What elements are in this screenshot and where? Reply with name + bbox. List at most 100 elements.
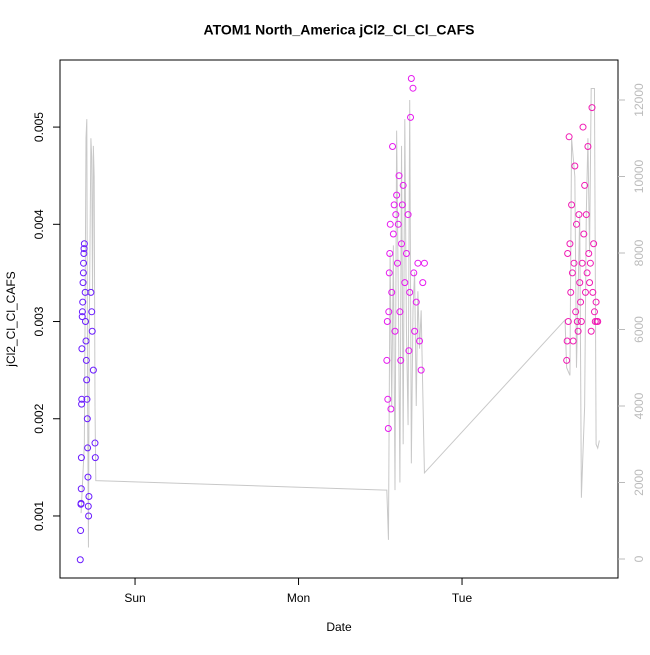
point <box>419 279 427 287</box>
point <box>581 181 589 189</box>
chart-title: ATOM1 North_America jCl2_Cl_Cl_CAFS <box>204 22 475 38</box>
point <box>398 240 406 248</box>
point <box>91 439 99 447</box>
point <box>78 400 86 408</box>
point <box>84 502 92 510</box>
y2-tick-label: 8000 <box>632 239 646 266</box>
y-tick-label: 0.001 <box>32 501 46 531</box>
point <box>589 288 597 296</box>
point <box>78 345 86 353</box>
point <box>83 376 91 384</box>
point <box>409 84 417 92</box>
x-tick-label: Mon <box>287 591 310 605</box>
point <box>583 269 591 277</box>
point <box>78 313 86 321</box>
point <box>580 230 588 238</box>
y-tick-label: 0.005 <box>32 112 46 142</box>
point <box>586 259 594 267</box>
y-tick-label: 0.004 <box>32 209 46 239</box>
point <box>91 454 99 462</box>
point <box>83 415 91 423</box>
point <box>565 133 573 141</box>
point <box>579 123 587 131</box>
point <box>79 279 87 287</box>
point <box>405 347 413 355</box>
y2-tick-label: 2000 <box>632 469 646 496</box>
point <box>567 288 575 296</box>
y2-tick-label: 10000 <box>632 159 646 193</box>
point <box>383 318 391 326</box>
x-axis-label: Date <box>326 620 352 634</box>
point <box>398 201 406 209</box>
point <box>88 308 96 316</box>
point <box>76 556 84 564</box>
point <box>388 288 396 296</box>
point <box>406 288 414 296</box>
point <box>82 356 90 364</box>
point <box>569 337 577 345</box>
line-series <box>80 88 600 548</box>
point <box>84 473 92 481</box>
point <box>585 249 593 257</box>
point <box>563 356 571 364</box>
point <box>82 337 90 345</box>
point <box>410 269 418 277</box>
point <box>399 181 407 189</box>
point <box>575 211 583 219</box>
point <box>586 279 594 287</box>
point <box>77 454 85 462</box>
point <box>590 240 598 248</box>
point <box>571 162 579 170</box>
point <box>85 493 93 501</box>
point <box>385 269 393 277</box>
point <box>386 249 394 257</box>
point <box>417 366 425 374</box>
point <box>393 259 401 267</box>
point <box>563 337 571 345</box>
y-tick-label: 0.002 <box>32 403 46 433</box>
point <box>77 499 85 507</box>
point <box>570 259 578 267</box>
point <box>79 269 87 277</box>
point <box>416 337 424 345</box>
point <box>85 512 93 520</box>
y-tick-label: 0.003 <box>32 306 46 336</box>
point <box>77 527 85 535</box>
point <box>574 327 582 335</box>
point <box>389 230 397 238</box>
point <box>404 211 412 219</box>
x-tick-label: Sun <box>124 591 145 605</box>
point <box>392 211 400 219</box>
point <box>564 249 572 257</box>
point <box>395 172 403 180</box>
point <box>78 395 86 403</box>
point <box>77 485 85 493</box>
point <box>590 308 598 316</box>
point <box>407 74 415 82</box>
y-axis-label: jCl2_Cl_Cl_CAFS <box>4 271 18 367</box>
point <box>394 220 402 228</box>
y2-tick-label: 0 <box>632 555 646 562</box>
point <box>420 259 428 267</box>
point <box>578 259 586 267</box>
point <box>393 191 401 199</box>
y2-tick-label: 12000 <box>632 83 646 117</box>
point <box>572 220 580 228</box>
point <box>582 211 590 219</box>
point <box>572 308 580 316</box>
point <box>396 308 404 316</box>
point <box>581 288 589 296</box>
point <box>573 318 581 326</box>
point <box>88 327 96 335</box>
point <box>594 318 602 326</box>
point <box>401 279 409 287</box>
point <box>568 201 576 209</box>
point <box>402 249 410 257</box>
point <box>84 444 92 452</box>
point <box>389 143 397 151</box>
point <box>80 249 88 257</box>
x-tick-label: Tue <box>452 591 473 605</box>
point <box>391 327 399 335</box>
point <box>414 259 422 267</box>
